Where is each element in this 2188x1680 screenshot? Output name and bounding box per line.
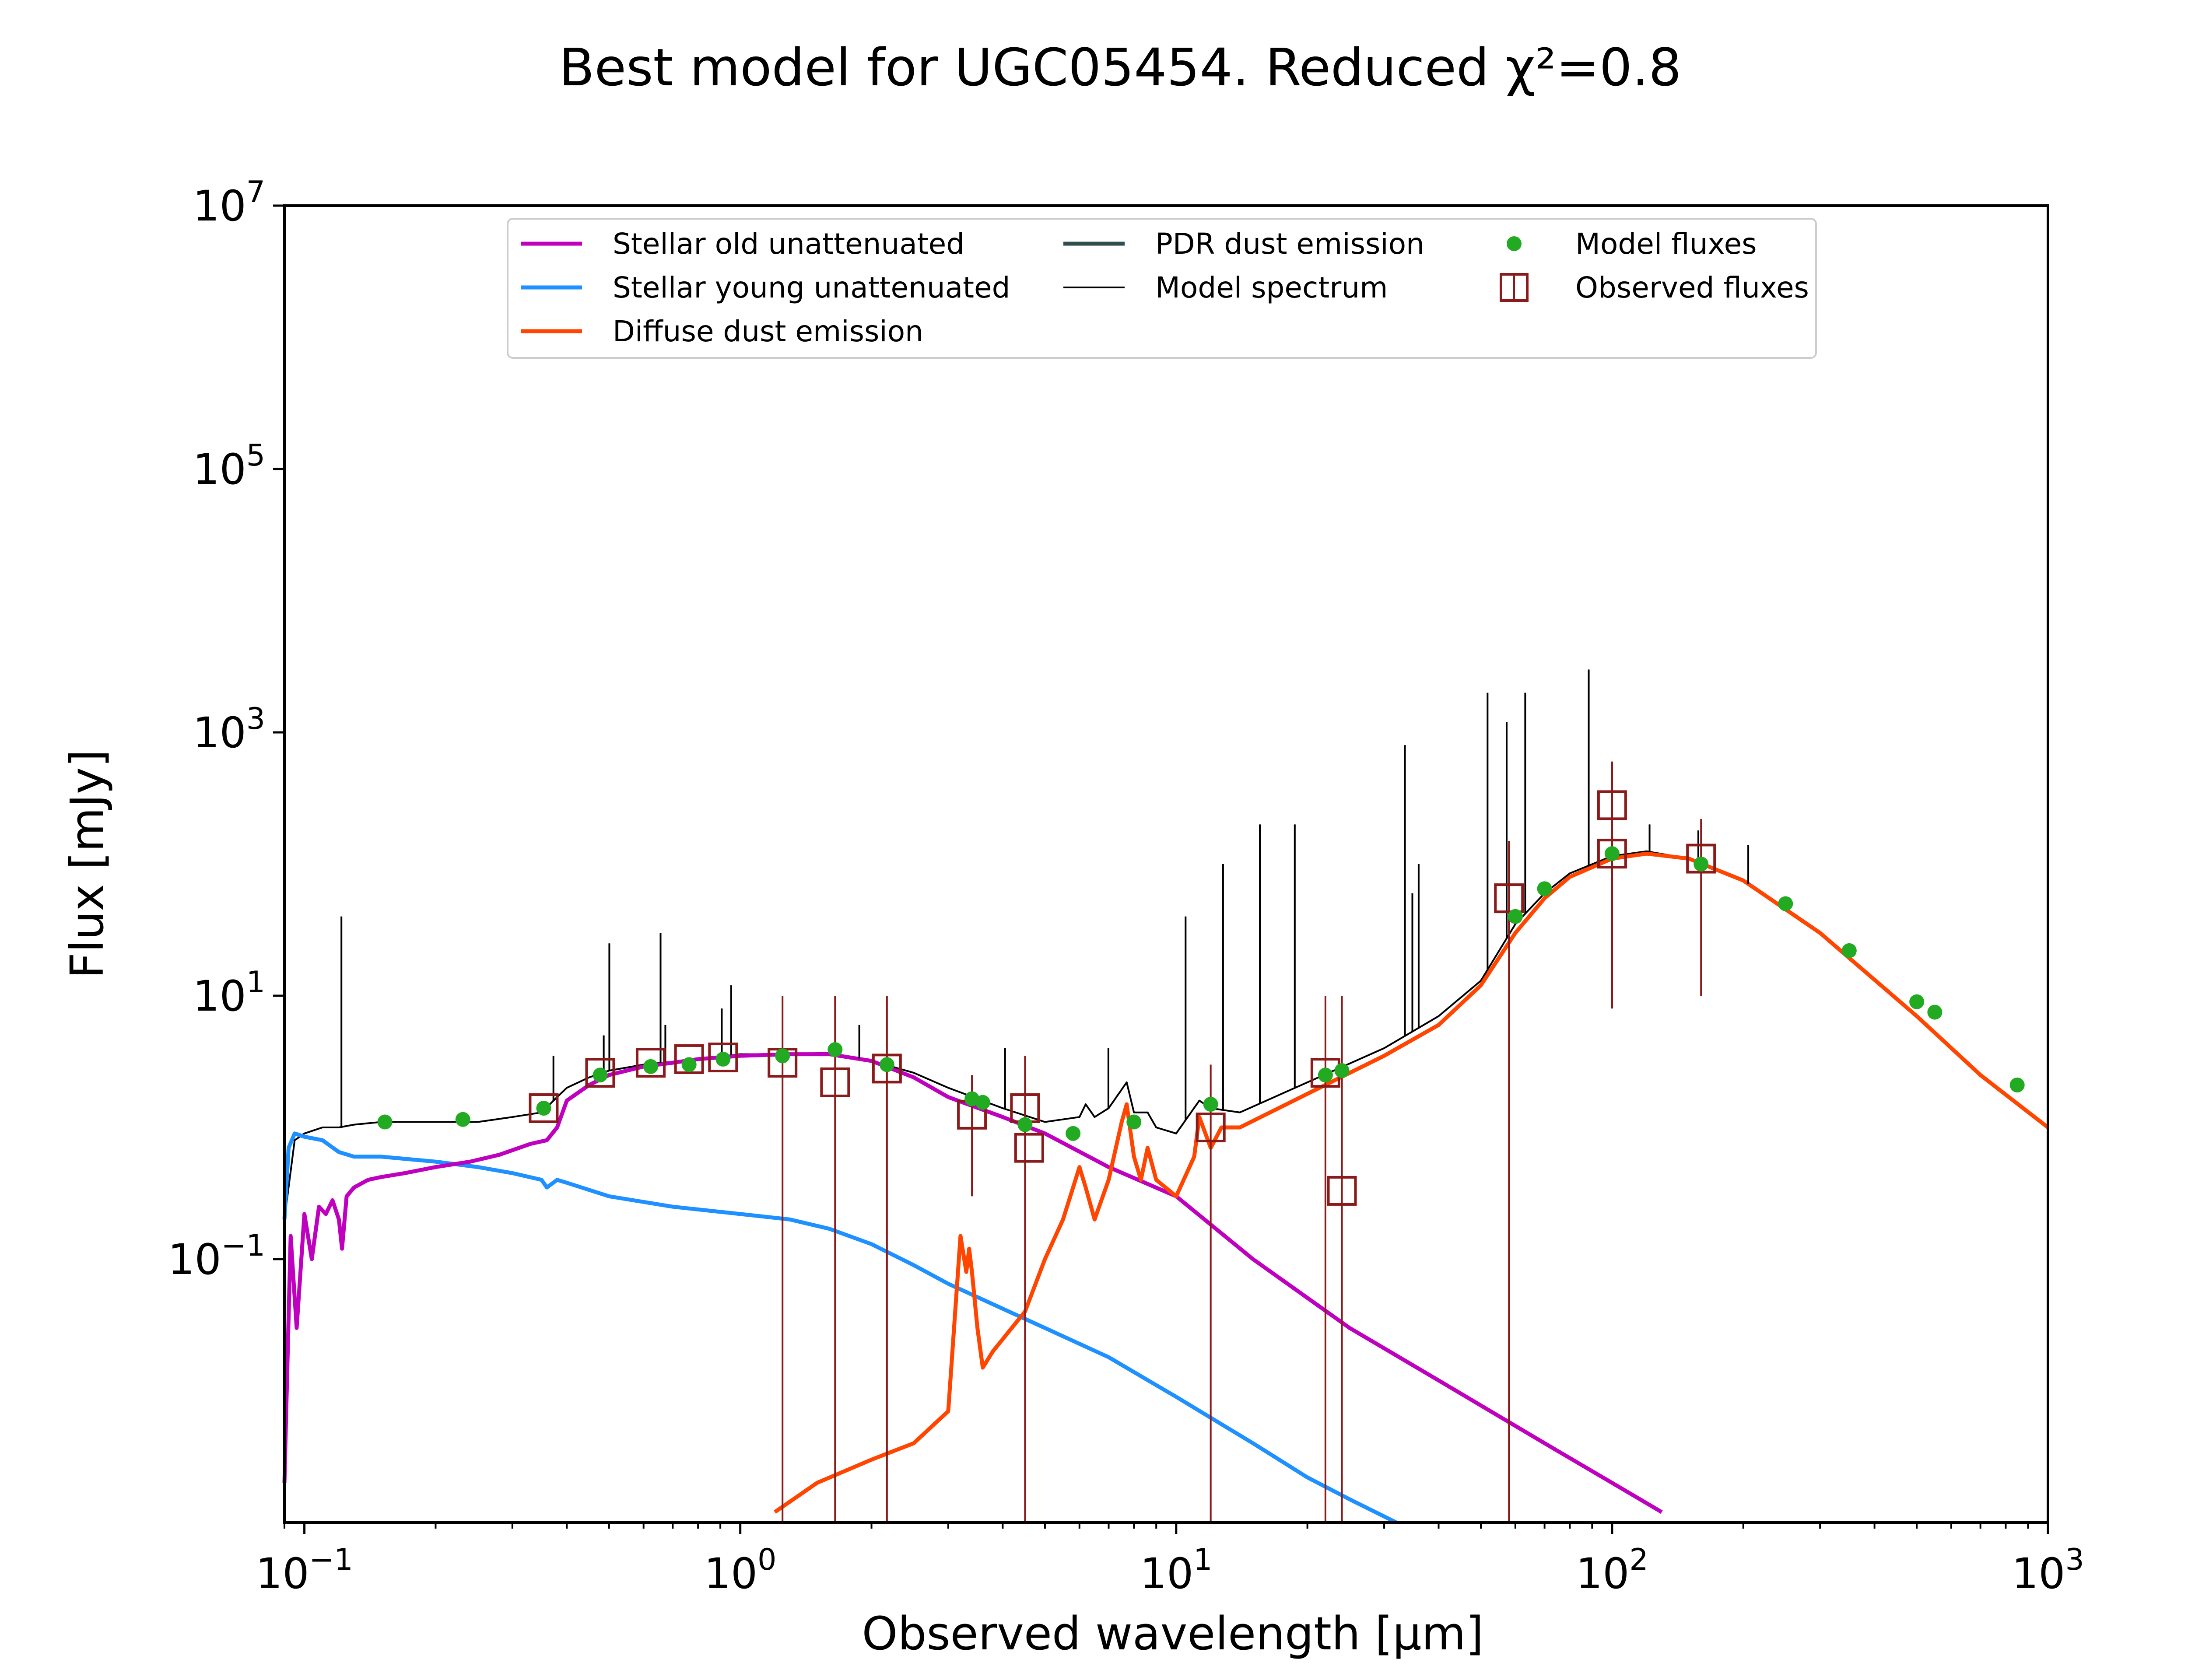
- model-flux-point: [536, 1101, 551, 1116]
- y-tick-label: 103: [193, 702, 265, 757]
- x-tick-label: 102: [1576, 1543, 1648, 1598]
- observed-flux-marker: [1597, 790, 1627, 820]
- legend-swatch: [1507, 236, 1522, 251]
- model-flux-point: [1318, 1068, 1333, 1083]
- model-flux-point: [1778, 896, 1793, 911]
- model-flux-point: [879, 1057, 894, 1072]
- model-flux-point: [1909, 994, 1925, 1009]
- legend-label: Model spectrum: [1155, 271, 1388, 304]
- observed-flux-marker: [1597, 839, 1627, 869]
- model-flux-point: [1694, 857, 1709, 872]
- model-flux-point: [455, 1112, 470, 1127]
- legend-label: Stellar old unattenuated: [613, 227, 964, 261]
- model-flux-point: [681, 1057, 697, 1072]
- legend: Stellar old unattenuated Stellar young un…: [507, 218, 1817, 359]
- model-flux-point: [377, 1114, 393, 1130]
- series-layer: [282, 669, 2049, 1525]
- plot-frame: [283, 204, 2049, 1524]
- model-flux-point: [828, 1042, 843, 1057]
- model-flux-point: [975, 1095, 990, 1110]
- legend-label: Diffuse dust emission: [613, 315, 923, 348]
- ticks-layer: 10−1 100 101 102 103 10−1 101 103 105 107: [168, 175, 2084, 1598]
- observed-flux-marker: [1196, 1113, 1226, 1142]
- observed-flux-marker: [820, 1067, 850, 1097]
- model-flux-point: [593, 1068, 608, 1083]
- y-tick-label: 107: [193, 175, 265, 231]
- legend-item-stellar-old-unattenuated: Stellar old unattenuated: [521, 227, 964, 261]
- legend-item-stellar-young-unattenuated: Stellar young unattenuated: [521, 271, 1010, 304]
- legend-label: Observed fluxes: [1575, 271, 1809, 304]
- model-flux-point: [1841, 943, 1857, 958]
- model-flux-point: [1537, 881, 1552, 896]
- model-flux-point: [1066, 1126, 1081, 1141]
- y-tick-label: 10−1: [168, 1228, 265, 1284]
- observed-flux-marker: [708, 1043, 738, 1073]
- legend-item-diffuse-dust-emission: Diffuse dust emission: [521, 315, 923, 348]
- model-flux-point: [1334, 1063, 1350, 1078]
- legend-item-pdr-dust-emission: PDR dust emission: [1063, 227, 1424, 261]
- observed-flux-marker: [872, 1054, 902, 1084]
- model-flux-point: [1203, 1096, 1218, 1112]
- markers-layer: [377, 790, 2025, 1206]
- model-flux-point: [1126, 1114, 1142, 1130]
- legend-item-observed-fluxes: Observed fluxes: [1500, 271, 1809, 304]
- x-tick-label: 10−1: [256, 1543, 353, 1598]
- model-flux-point: [2009, 1078, 2025, 1093]
- model-flux-point: [775, 1048, 790, 1064]
- x-axis-label: Observed wavelength [μm]: [862, 1607, 1484, 1660]
- observed-flux-marker: [1327, 1176, 1357, 1206]
- series-line-stellar-old-unattenuated: [282, 1052, 1663, 1514]
- model-flux-point: [643, 1059, 658, 1074]
- observed-flux-marker: [674, 1044, 704, 1074]
- chart-title: Best model for UGC05454. Reduced χ²=0.8: [559, 37, 1682, 98]
- y-tick-label: 105: [193, 438, 265, 494]
- model-flux-point: [1604, 846, 1620, 861]
- series-line-model-spectrum: [284, 850, 2049, 1220]
- y-tick-label: 101: [193, 965, 265, 1021]
- x-tick-label: 100: [704, 1543, 776, 1598]
- model-flux-point: [1508, 909, 1523, 924]
- observed-flux-marker: [529, 1093, 559, 1124]
- model-flux-point: [1017, 1117, 1033, 1132]
- y-axis-label: Flux [mJy]: [60, 749, 114, 979]
- legend-box: [507, 218, 1817, 359]
- observed-flux-marker: [1494, 883, 1524, 914]
- legend-label: PDR dust emission: [1155, 227, 1424, 261]
- legend-item-model-spectrum: Model spectrum: [1063, 271, 1388, 304]
- observed-flux-marker: [1014, 1133, 1044, 1163]
- legend-label: Stellar young unattenuated: [613, 271, 1010, 304]
- observed-flux-marker: [1686, 844, 1716, 874]
- error-bar-layer: [782, 761, 1702, 1522]
- legend-item-model-fluxes: Model fluxes: [1507, 227, 1757, 261]
- series-line-diffuse-dust-emission: [774, 851, 2049, 1514]
- legend-label: Model fluxes: [1575, 227, 1757, 261]
- observed-flux-marker: [585, 1058, 615, 1088]
- x-tick-label: 101: [1140, 1543, 1212, 1598]
- observed-flux-marker: [635, 1048, 666, 1078]
- model-flux-point: [1927, 1004, 1943, 1020]
- x-tick-label: 103: [2012, 1543, 2084, 1598]
- model-flux-point: [715, 1051, 731, 1067]
- series-line-stellar-young-unattenuated: [282, 1131, 1398, 1525]
